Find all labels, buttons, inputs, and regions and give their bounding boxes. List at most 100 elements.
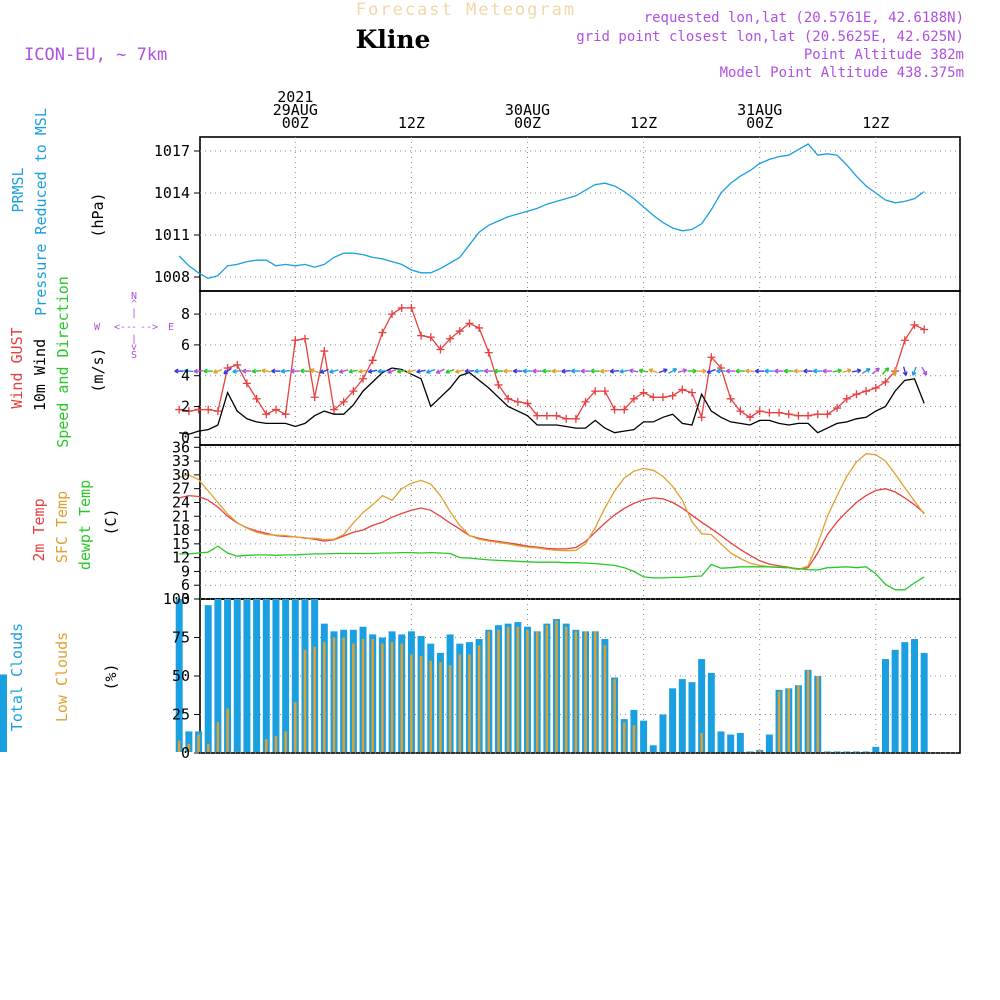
low-cloud-bar <box>535 631 539 752</box>
gust-marker <box>397 303 406 312</box>
low-cloud-bar <box>700 732 703 752</box>
low-cloud-bar <box>777 691 781 752</box>
wind-arrow <box>223 367 232 375</box>
low-cloud-bar <box>816 676 820 752</box>
wind-arrow <box>396 368 407 374</box>
low-cloud-bar <box>206 743 210 752</box>
top-time-label: 29AUG <box>273 101 318 119</box>
wind-arrow <box>542 368 552 374</box>
total-cloud-bar <box>649 745 657 752</box>
gust-marker <box>629 394 638 403</box>
gust-marker <box>368 356 377 365</box>
compass-up: ^ <box>131 299 137 310</box>
low-cloud-bar <box>226 708 229 752</box>
wind-arrow <box>184 368 194 374</box>
wind-arrow <box>803 368 813 374</box>
compass-s: S <box>131 350 137 361</box>
gust-marker <box>571 414 580 423</box>
wind-arrow <box>793 368 803 374</box>
low-cloud-bar <box>352 643 355 752</box>
gust-marker <box>910 320 919 329</box>
low-cloud-bar <box>758 749 761 752</box>
gust-marker <box>446 334 455 343</box>
y-tick-label: 0 <box>181 744 190 762</box>
wind-arrow <box>532 368 542 374</box>
low-cloud-bar <box>323 642 326 752</box>
total-cloud-bar <box>185 731 193 752</box>
wind-y-ticks: 0 2 4 6 8 <box>181 305 200 446</box>
wind-arrow <box>309 368 320 374</box>
low-cloud-bar <box>274 736 278 752</box>
wind-arrow <box>329 368 339 374</box>
gust-marker <box>775 408 784 417</box>
gust-marker <box>755 407 764 416</box>
compass-down: v <box>131 342 137 353</box>
gust-marker <box>300 334 309 343</box>
gust-marker <box>533 411 542 420</box>
requested-coords: requested lon,lat (20.5761E, 42.6188N) <box>644 10 964 26</box>
total-cloud-bar <box>688 682 696 752</box>
top-time-label: 31AUG <box>737 101 782 119</box>
top-time-label: 00Z <box>282 114 309 132</box>
gust-marker <box>881 377 890 386</box>
wind-arrow <box>774 368 784 374</box>
gust-marker <box>581 397 590 406</box>
gust-marker <box>204 405 213 414</box>
wind-arrow <box>638 368 649 374</box>
wind-arrow <box>600 368 610 374</box>
wind-arrow <box>783 368 794 374</box>
low-cloud-bar <box>177 740 181 752</box>
compass-bar-bottom: | <box>131 334 137 345</box>
low-cloud-bar <box>458 654 462 752</box>
gust-marker <box>658 393 667 402</box>
low-cloud-bar <box>516 626 520 752</box>
total-cloud-bar <box>891 649 899 752</box>
wind-arrow <box>725 368 736 374</box>
wind-arrow <box>658 368 668 374</box>
low-cloud-bar <box>603 645 607 752</box>
gust-marker <box>649 393 658 402</box>
wind-arrow <box>174 368 184 374</box>
gust-marker <box>281 410 290 419</box>
total-cloud-bar <box>872 746 880 752</box>
low-cloud-bar <box>526 629 529 752</box>
wind-speed-dir-title: Speed and Direction <box>54 276 72 448</box>
total-cloud-bar <box>669 688 677 752</box>
series-line <box>179 453 925 571</box>
y-tick-label: 1014 <box>154 184 190 202</box>
temp-sfc-title: SFC Temp <box>53 491 71 563</box>
gust-marker <box>726 394 735 403</box>
total-cloud-bar <box>678 679 686 752</box>
total-cloud-bar <box>272 599 280 752</box>
panel-frame <box>199 444 961 600</box>
y-tick-label: 9 <box>181 562 190 580</box>
gust-marker <box>668 391 677 400</box>
series-line <box>178 143 925 280</box>
temp-dewpt-title: dewpt Temp <box>76 480 94 570</box>
gust-marker <box>271 405 280 414</box>
wind-arrow <box>861 368 871 374</box>
gust-marker <box>417 331 426 340</box>
wind-arrow <box>242 368 252 374</box>
clouds-bars <box>0 599 928 753</box>
gust-marker <box>291 336 300 345</box>
wind-arrow <box>551 368 562 374</box>
wind-arrow <box>881 367 890 375</box>
total-cloud-bar <box>243 599 251 752</box>
top-time-label: 00Z <box>746 114 773 132</box>
gust-marker <box>871 384 880 393</box>
low-cloud-bar <box>797 685 800 752</box>
gust-marker <box>842 394 851 403</box>
gust-marker <box>359 374 368 383</box>
wind-arrow <box>561 368 571 374</box>
gust-marker <box>591 387 600 396</box>
gust-marker <box>513 397 522 406</box>
low-cloud-bar <box>787 688 790 752</box>
wind-arrow <box>445 368 455 374</box>
gust-marker <box>407 303 416 312</box>
gust-marker <box>697 413 706 422</box>
total-cloud-bar <box>862 751 870 753</box>
low-cloud-bar <box>632 725 636 752</box>
low-cloud-bar <box>506 626 510 752</box>
